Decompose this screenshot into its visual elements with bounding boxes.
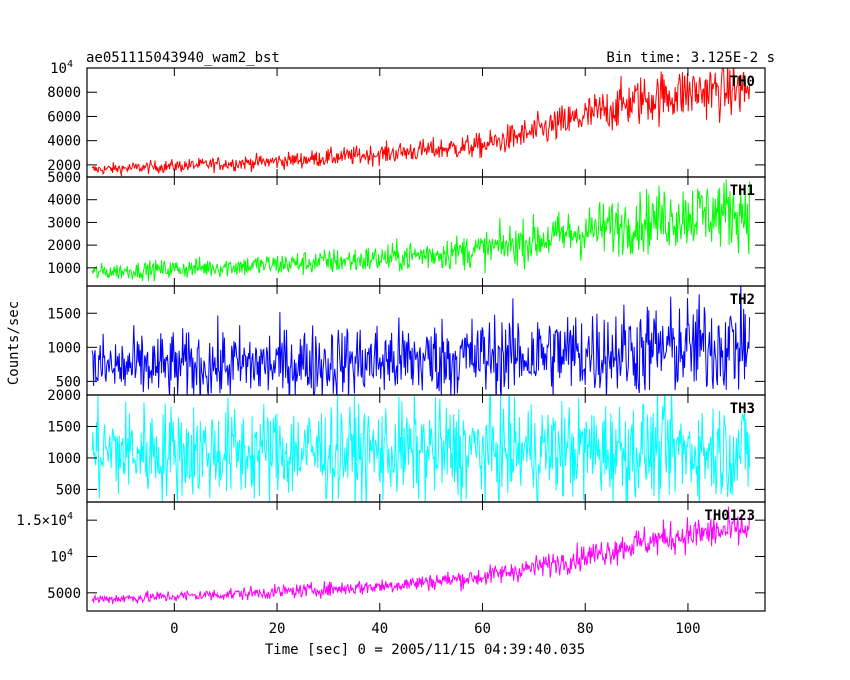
- y-tick-label: 500: [56, 482, 81, 498]
- y-tick-label: 1500: [47, 419, 81, 435]
- x-tick-label: 20: [269, 621, 286, 637]
- chart-title-left: ae051115043940_wam2_bst: [86, 50, 280, 66]
- y-tick-label: 4000: [47, 134, 81, 150]
- y-tick-label: 2000: [47, 158, 81, 174]
- y-tick-label: 1.5×104: [16, 511, 73, 529]
- y-tick-label: 104: [50, 59, 73, 77]
- panel-label: TH0123: [704, 508, 755, 524]
- series-line-th2: [91, 286, 751, 395]
- x-axis: 0 20 40 60 80 100: [170, 621, 701, 637]
- chart-title-right: Bin time: 3.125E-2 s: [606, 50, 775, 66]
- series-line-th3: [91, 395, 751, 502]
- y-tick-label: 4000: [47, 193, 81, 209]
- y-tick-label: 1000: [47, 340, 81, 356]
- y-tick-label: 3000: [47, 215, 81, 231]
- y-tick-label: 5000: [47, 586, 81, 602]
- y-tick-label: 8000: [47, 85, 81, 101]
- panel-label: TH2: [730, 292, 755, 308]
- x-tick-label: 60: [474, 621, 491, 637]
- panel-label: TH0: [730, 74, 755, 90]
- y-tick-label: 2000: [47, 238, 81, 254]
- x-axis-label: Time [sec] 0 = 2005/11/15 04:39:40.035: [265, 642, 585, 658]
- x-tick-label: 40: [371, 621, 388, 637]
- panel-th2: 500 1000 1500 TH2: [47, 285, 766, 396]
- panel-group: 2000 4000 6000 8000 104 TH0 1000 2000 3000 4000 50…: [16, 59, 766, 612]
- y-tick-label: 1500: [47, 306, 81, 322]
- x-tick-label: 80: [577, 621, 594, 637]
- y-tick-label: 2000: [47, 388, 81, 404]
- y-tick-label: 104: [50, 548, 73, 566]
- y-tick-label: 6000: [47, 109, 81, 125]
- panel-th1: 1000 2000 3000 4000 5000 TH1: [47, 170, 766, 287]
- series-line-th0: [91, 68, 751, 177]
- panel-th3: 500 1000 1500 2000 TH3: [47, 388, 766, 503]
- y-tick-label: 500: [56, 374, 81, 390]
- series-line-th0123: [91, 506, 751, 605]
- panel-label: TH1: [730, 183, 755, 199]
- panel-th0123: 5000 104 1.5×104 TH0123: [16, 501, 766, 612]
- panel-label: TH3: [730, 401, 755, 417]
- y-tick-label: 1000: [47, 451, 81, 467]
- x-tick-label: 100: [675, 621, 700, 637]
- y-tick-label: 1000: [47, 261, 81, 277]
- y-axis-label: Counts/sec: [6, 301, 22, 385]
- series-line-th1: [91, 179, 751, 282]
- panel-th0: 2000 4000 6000 8000 104 TH0: [47, 59, 766, 178]
- y-tick-label: 5000: [47, 170, 81, 186]
- x-tick-label: 0: [170, 621, 178, 637]
